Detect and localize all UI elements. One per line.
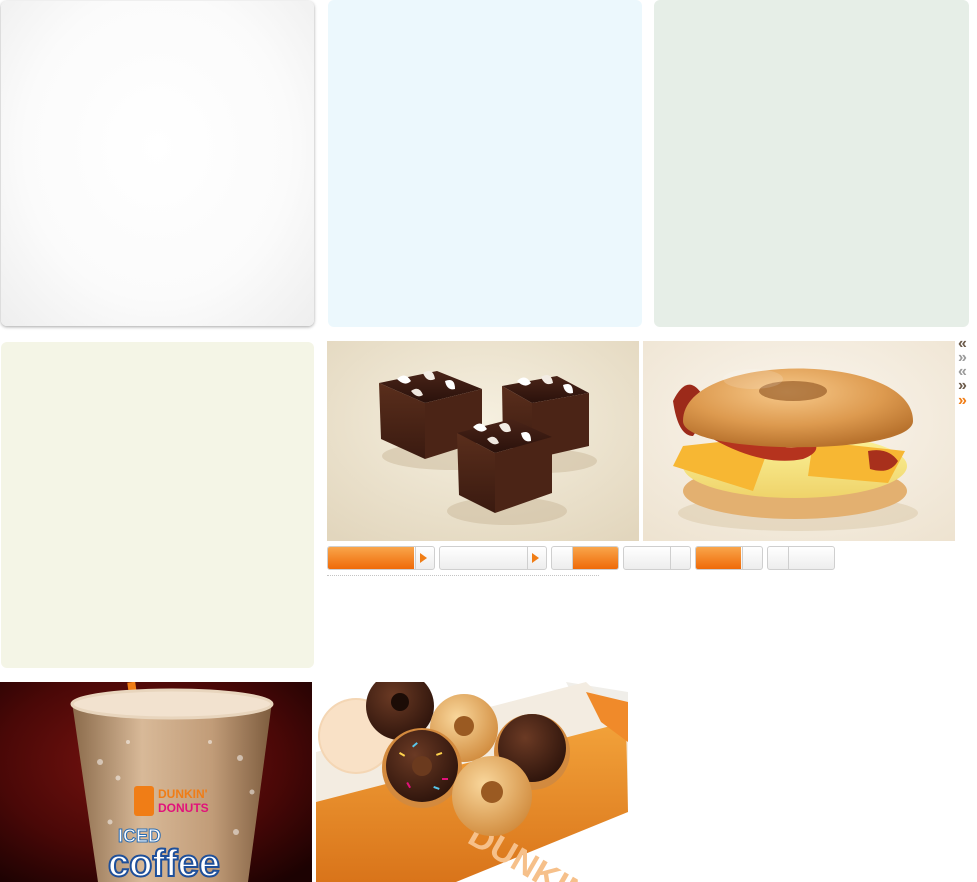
- bagel-sandwich-photo[interactable]: [643, 341, 955, 541]
- promo-panel-blue: [328, 0, 642, 327]
- double-chevron-left-icon[interactable]: «: [958, 335, 972, 352]
- iced-coffee-photo[interactable]: DUNKIN' DONUTS ICED coffee: [0, 682, 312, 882]
- double-chevron-left-icon[interactable]: «: [958, 363, 972, 380]
- tab-divider: [742, 547, 743, 569]
- promo-panel-cream: [1, 342, 314, 668]
- svg-text:ICED: ICED: [118, 826, 161, 846]
- arrow-glyph: »: [958, 349, 967, 366]
- carousel-tab-5[interactable]: [695, 546, 763, 570]
- brownie-3: [457, 419, 552, 513]
- carousel-tab-4[interactable]: [623, 546, 691, 570]
- promo-panel-green: [654, 0, 969, 327]
- tab-divider: [788, 547, 789, 569]
- carousel-tab-1[interactable]: [327, 546, 435, 570]
- brownie-bites-photo[interactable]: [327, 341, 639, 541]
- carousel-tab-6[interactable]: [767, 546, 835, 570]
- double-chevron-right-icon[interactable]: »: [958, 377, 972, 394]
- arrow-glyph: «: [958, 363, 967, 380]
- arrow-glyph: »: [958, 392, 967, 409]
- svg-text:DUNKIN': DUNKIN': [158, 787, 208, 801]
- tab-divider: [415, 547, 416, 569]
- svg-text:coffee: coffee: [108, 843, 220, 882]
- svg-text:DONUTS: DONUTS: [158, 801, 209, 815]
- arrow-glyph: »: [958, 377, 967, 394]
- promo-panel-white: [1, 1, 314, 326]
- donut-box-photo[interactable]: DUNKIN: [316, 682, 628, 882]
- carousel-tab-3[interactable]: [551, 546, 619, 570]
- double-chevron-right-icon[interactable]: »: [958, 392, 972, 409]
- play-icon: [532, 553, 539, 563]
- play-icon: [420, 553, 427, 563]
- tab-progress-fill: [573, 547, 618, 569]
- arrow-glyph: «: [958, 335, 967, 352]
- tab-progress-fill: [328, 547, 414, 569]
- tab-divider: [527, 547, 528, 569]
- tab-progress-fill: [696, 547, 741, 569]
- tab-divider: [670, 547, 671, 569]
- double-chevron-right-icon[interactable]: »: [958, 349, 972, 366]
- tab-divider: [572, 547, 573, 569]
- dotted-divider: [327, 575, 599, 576]
- dunkin-donuts-logo: DUNKIN' DONUTS: [134, 786, 209, 816]
- carousel-tab-2[interactable]: [439, 546, 547, 570]
